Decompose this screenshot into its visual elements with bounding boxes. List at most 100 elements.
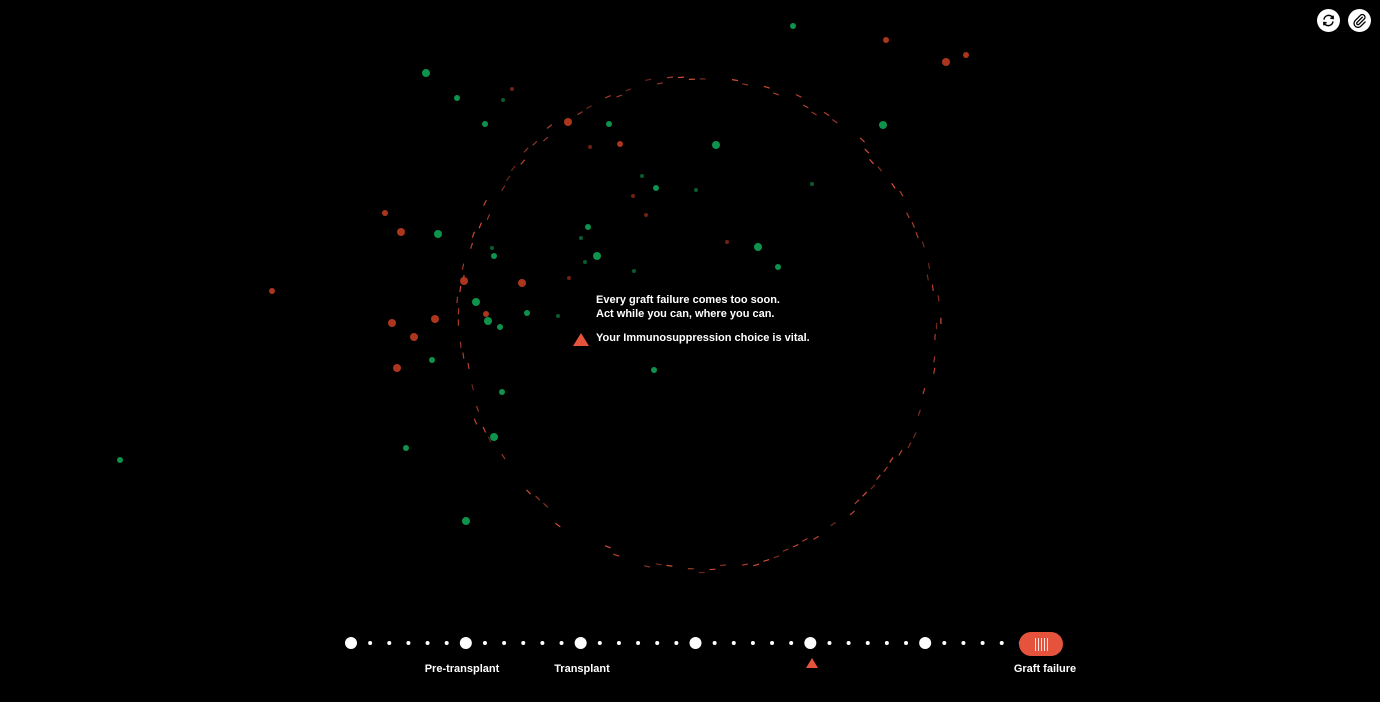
timeline-minor-dot[interactable] [980, 641, 985, 645]
red-particle [460, 277, 468, 285]
red-particle [410, 333, 418, 341]
timeline-minor-dot[interactable] [770, 641, 775, 645]
green-particle [490, 433, 498, 441]
timeline-minor-dot[interactable] [559, 641, 564, 645]
ring-dash [753, 563, 760, 567]
green-particle [585, 224, 591, 230]
ring-dash [461, 263, 465, 270]
timeline-minor-dot[interactable] [999, 641, 1004, 645]
ring-dash [870, 484, 876, 490]
green-particle [482, 121, 488, 127]
ring-dash [864, 148, 870, 154]
warning-triangle-icon [573, 333, 589, 346]
ring-dash [586, 105, 592, 110]
timeline-minor-dot[interactable] [540, 641, 545, 645]
ring-dash [933, 356, 936, 363]
dashed-ring [456, 76, 942, 574]
timeline-label-pre-transplant: Pre-transplant [424, 663, 500, 675]
green-particle [454, 95, 460, 101]
timeline-minor-dot[interactable] [655, 641, 660, 645]
timeline-minor-dot[interactable] [750, 641, 755, 645]
timeline-step-dot[interactable] [804, 637, 817, 649]
timeline-minor-dot[interactable] [674, 641, 679, 645]
ring-dash [501, 185, 506, 191]
green-particle [694, 188, 698, 192]
timeline-minor-dot[interactable] [425, 641, 430, 645]
ring-dash [907, 442, 912, 449]
timeline-minor-dot[interactable] [387, 641, 392, 645]
timeline-minor-dot[interactable] [368, 641, 373, 645]
timeline-minor-dot[interactable] [502, 641, 507, 645]
timeline-label-transplant: Transplant [554, 663, 610, 675]
timeline-minor-dot[interactable] [961, 641, 966, 645]
timeline-minor-dot[interactable] [521, 641, 526, 645]
ring-dash [832, 118, 838, 124]
timeline-minor-dot[interactable] [789, 641, 794, 645]
ring-dash [911, 221, 915, 228]
ring-dash [813, 535, 819, 540]
green-particle [579, 236, 583, 240]
attach-link-button[interactable] [1348, 9, 1371, 32]
timeline-minor-dot[interactable] [846, 641, 851, 645]
red-particle [567, 276, 571, 280]
timeline-minor-dot[interactable] [827, 641, 832, 645]
ring-dash [859, 137, 865, 143]
ring-dash [906, 212, 910, 219]
ring-dash [742, 83, 749, 86]
timeline-minor-dot[interactable] [731, 641, 736, 645]
timeline-step-dot[interactable] [459, 637, 472, 649]
timeline-minor-dot[interactable] [444, 641, 449, 645]
timeline-step-dot[interactable] [574, 637, 587, 649]
timeline-minor-dot[interactable] [942, 641, 947, 645]
timeline-minor-dot[interactable] [482, 641, 487, 645]
ring-dash [720, 564, 727, 567]
ring-dash [877, 166, 883, 172]
red-particle [963, 52, 969, 58]
green-particle [501, 98, 505, 102]
red-particle [883, 37, 889, 43]
timeline-minor-dot[interactable] [884, 641, 889, 645]
ring-dash [655, 563, 662, 566]
ring-dash [666, 564, 673, 567]
ring-dash [883, 466, 888, 472]
ring-dash [471, 384, 475, 391]
timeline-minor-dot[interactable] [636, 641, 641, 645]
green-particle [117, 457, 123, 463]
timeline-step-dot[interactable] [919, 637, 932, 649]
timeline-step-dot[interactable] [689, 637, 702, 649]
timeline-minor-dot[interactable] [865, 641, 870, 645]
ring-dash [792, 543, 799, 548]
ring-dash [891, 183, 896, 189]
ring-dash [854, 499, 860, 505]
ring-dash [543, 502, 549, 508]
ring-dash [470, 242, 474, 249]
ring-dash [478, 222, 483, 229]
ring-dash [577, 111, 583, 116]
green-particle [879, 121, 887, 129]
ring-dash [741, 563, 748, 566]
timeline-track[interactable] [345, 637, 1023, 649]
green-particle [484, 317, 492, 325]
ring-dash [475, 405, 480, 412]
ring-dash [811, 111, 817, 116]
ring-dash [927, 262, 931, 270]
green-particle [606, 121, 612, 127]
refresh-button[interactable] [1317, 9, 1340, 32]
green-particle [712, 141, 720, 149]
red-particle [269, 288, 275, 294]
timeline-step-dot[interactable] [345, 637, 357, 649]
ring-dash [772, 92, 779, 96]
timeline-minor-dot[interactable] [616, 641, 621, 645]
ring-dash [731, 79, 739, 82]
timeline-handle[interactable] [1019, 632, 1063, 656]
ring-dash [802, 104, 809, 109]
timeline-minor-dot[interactable] [406, 641, 411, 645]
ring-dash [830, 521, 836, 527]
red-particle [431, 315, 439, 323]
green-particle [810, 182, 814, 186]
timeline-minor-dot[interactable] [904, 641, 909, 645]
timeline-minor-dot[interactable] [597, 641, 602, 645]
red-particle [725, 240, 729, 244]
timeline-minor-dot[interactable] [712, 641, 717, 645]
